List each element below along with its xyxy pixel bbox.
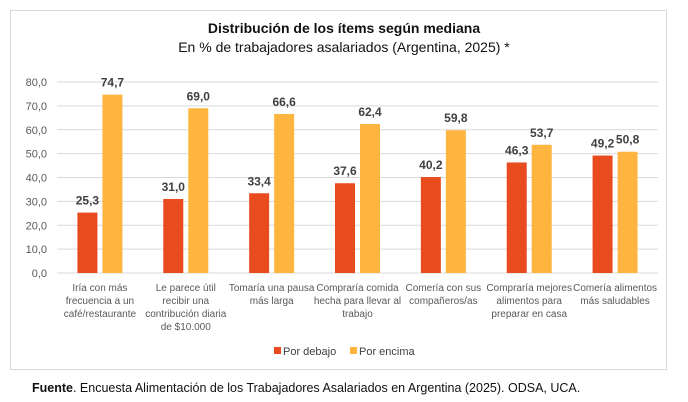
source-text: . Encuesta Alimentación de los Trabajado… [72, 381, 581, 395]
bar-por-debajo [249, 193, 270, 273]
y-tick-label: 20,0 [26, 220, 47, 232]
category-labels: Iría con más frecuencia a un café/restaura… [64, 283, 657, 333]
bar-por-encima [445, 130, 466, 273]
value-label: 33,4 [247, 174, 271, 188]
category-label-line: Compraría comida [316, 283, 399, 294]
value-label: 37,6 [333, 164, 357, 178]
category-label-line: alimentos para [496, 296, 562, 307]
y-tick-label: 30,0 [26, 196, 47, 208]
bar-por-debajo [163, 198, 184, 273]
value-label: 62,4 [358, 105, 382, 119]
category-label: Iría con más frecuencia a un café/restaura… [64, 283, 137, 320]
legend: Por debajo Por encima [274, 346, 416, 358]
category-label-line: trabajo [342, 309, 373, 320]
value-labels: 25,3 74,7 31,0 69,0 33,4 66,6 37,6 62,4 40,2 59,8… [76, 76, 640, 208]
category-label: Comería con sus compañeros/as [406, 283, 482, 307]
source-footnote: Fuente. Encuesta Alimentación de los Tra… [32, 381, 580, 395]
value-label: 31,0 [162, 180, 186, 194]
bar-por-encima [617, 151, 638, 273]
bars [77, 94, 638, 274]
category-label-line: hecha para llevar al [314, 296, 401, 307]
category-label-line: Tomaría una pausa [229, 283, 315, 294]
category-label-line: recibir una [162, 296, 209, 307]
source-label: Fuente [32, 381, 73, 395]
category-label-line: más larga [250, 296, 294, 307]
value-label: 59,8 [444, 111, 468, 125]
bar-por-encima [274, 113, 295, 274]
value-label: 40,2 [419, 158, 443, 172]
value-label: 66,6 [272, 95, 296, 109]
bar-por-debajo [420, 177, 441, 273]
category-label: Compraría mejores alimentos para preparar … [486, 283, 572, 320]
y-tick-label: 10,0 [26, 244, 47, 256]
y-tick-label: 40,0 [26, 173, 47, 185]
y-tick-label: 70,0 [26, 101, 47, 113]
category-label-line: frecuencia a un [66, 296, 134, 307]
bar-por-encima [531, 144, 552, 273]
y-tick-label: 0,0 [32, 268, 47, 280]
category-label: Comería alimentos más saludables [573, 283, 657, 307]
bar-por-encima [102, 94, 123, 273]
y-tick-label: 60,0 [26, 125, 47, 137]
gridlines [57, 81, 658, 274]
category-label-line: preparar en casa [491, 309, 567, 320]
bar-por-encima [360, 124, 380, 274]
category-label-line: Comería con sus [406, 283, 482, 294]
chart-title: Distribución de los ítems según mediana [207, 20, 481, 36]
y-tick-label: 80,0 [26, 77, 47, 89]
category-label-line: de $10.000 [161, 322, 211, 333]
bar-por-debajo [592, 155, 613, 273]
chart-subtitle: En % de trabajadores asalariados (Argent… [178, 39, 510, 55]
category-label: Le parece útil recibir una contribución di… [145, 283, 227, 333]
value-label: 25,3 [76, 194, 100, 208]
legend-label: Por encima [359, 346, 416, 358]
category-label-line: Comería alimentos [573, 283, 657, 294]
legend-swatch [274, 347, 281, 354]
category-label-line: Compraría mejores [486, 283, 572, 294]
value-label: 46,3 [505, 143, 529, 157]
bar-por-debajo [506, 162, 527, 273]
category-label: Tomaría una pausa más larga [229, 283, 315, 307]
legend-label: Por debajo [283, 346, 336, 358]
value-label: 50,8 [616, 133, 640, 147]
value-label: 74,7 [101, 76, 125, 90]
category-label-line: Le parece útil [156, 283, 216, 294]
value-label: 69,0 [187, 89, 211, 103]
legend-swatch [350, 347, 357, 354]
y-tick-label: 50,0 [26, 149, 47, 161]
value-label: 53,7 [530, 126, 554, 140]
bar-por-debajo [77, 212, 98, 273]
category-label: Compraría comida hecha para llevar al trab… [314, 283, 401, 320]
category-label-line: café/restaurante [64, 309, 137, 320]
category-label-line: compañeros/as [409, 296, 477, 307]
category-label-line: más saludables [580, 296, 649, 307]
y-axis-ticks: 0,0 10,0 20,0 30,0 40,0 50,0 60,0 70,0 80,0 [26, 77, 47, 280]
bar-por-encima [188, 108, 209, 273]
bar-por-debajo [335, 183, 355, 273]
value-label: 49,2 [591, 137, 615, 151]
category-label-line: contribución diaria [145, 309, 227, 320]
category-label-line: Iría con más [72, 283, 127, 294]
